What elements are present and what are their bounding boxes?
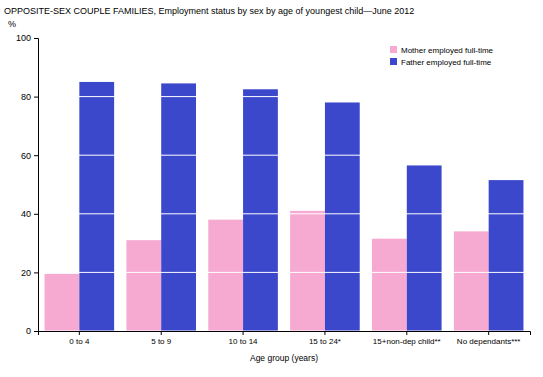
bar [290, 211, 325, 331]
y-tick: 80 [21, 92, 38, 102]
grid-line [38, 38, 530, 39]
y-tick-label: 0 [26, 326, 31, 336]
x-tick-mark [79, 331, 80, 335]
legend-label: Mother employed full-time [401, 46, 494, 55]
x-tick-label: 0 to 4 [69, 337, 90, 346]
grid [38, 38, 530, 331]
x-tick: 10 to 14 [229, 331, 258, 346]
x-tick: 0 to 4 [69, 331, 90, 346]
bar [489, 180, 524, 331]
x-tick-label: 5 to 9 [151, 337, 172, 346]
y-tick-label: 60 [21, 151, 31, 161]
y-tick: 20 [21, 268, 38, 278]
bar [126, 240, 161, 331]
bar [454, 231, 489, 331]
bar [243, 89, 278, 331]
grid-line [38, 272, 530, 273]
x-tick: 5 to 9 [151, 331, 172, 346]
y-tick-label: 80 [21, 92, 31, 102]
bar [45, 274, 80, 331]
y-axis: 0 20 40 60 80 100 [16, 33, 39, 336]
bar [79, 82, 114, 331]
y-tick-mark [34, 38, 38, 39]
legend-label: Father employed full-time [401, 58, 492, 67]
x-tick-mark [488, 331, 489, 335]
bars [45, 82, 524, 331]
title: OPPOSITE-SEX COUPLE FAMILIES, Employment… [4, 6, 414, 16]
y-tick: 60 [21, 151, 38, 161]
x-tick-mark [406, 331, 407, 335]
y-tick-label: 100 [16, 33, 31, 43]
legend-swatch [390, 46, 397, 53]
x-axis-line [39, 332, 531, 336]
y-tick-label: 20 [21, 268, 31, 278]
chart: OPPOSITE-SEX COUPLE FAMILIES, Employment… [0, 0, 543, 377]
grid-line [38, 213, 530, 214]
y-tick-mark [34, 97, 38, 98]
y-tick: 0 [26, 326, 38, 336]
bar [407, 165, 442, 331]
bar [161, 83, 196, 331]
y-tick-mark [34, 155, 38, 156]
bar [372, 239, 407, 331]
legend-item: Mother employed full-time [390, 46, 494, 55]
x-tick: No dependants*** [457, 331, 521, 346]
x-tick-label: 15+non-dep child** [373, 337, 441, 346]
grid-line [38, 155, 530, 156]
y-axis-line [34, 39, 39, 332]
x-tick-mark [161, 331, 162, 335]
legend-swatch [390, 58, 397, 65]
x-tick: 15+non-dep child** [373, 331, 441, 346]
y-tick: 40 [21, 209, 38, 219]
x-tick: 15 to 24* [309, 331, 341, 346]
x-axis-title: Age group (years) [250, 353, 318, 363]
y-tick-mark [34, 214, 38, 215]
y-tick: 100 [16, 33, 38, 43]
x-axis: 0 to 4 5 to 9 10 to 14 15 to 24* 15+non-dep … [39, 331, 531, 346]
x-tick-label: 15 to 24* [309, 337, 341, 346]
plot: 0 20 40 60 80 100 0 to 4 5 to 9 10 to 14 15 to 24… [16, 33, 531, 345]
bar [325, 102, 360, 331]
x-tick-label: No dependants*** [457, 337, 521, 346]
x-tick-mark [324, 331, 325, 335]
series [79, 82, 523, 331]
bar [208, 220, 243, 331]
y-tick-mark [34, 331, 38, 332]
y-tick-label: 40 [21, 209, 31, 219]
y-axis-title: % [8, 19, 16, 29]
legend-item: Father employed full-time [390, 58, 492, 67]
grid-line [38, 96, 530, 97]
y-tick-mark [34, 272, 38, 273]
legend: Mother employed full-time Father employed… [390, 46, 494, 67]
x-tick-label: 10 to 14 [229, 337, 258, 346]
x-tick-mark [243, 331, 244, 335]
